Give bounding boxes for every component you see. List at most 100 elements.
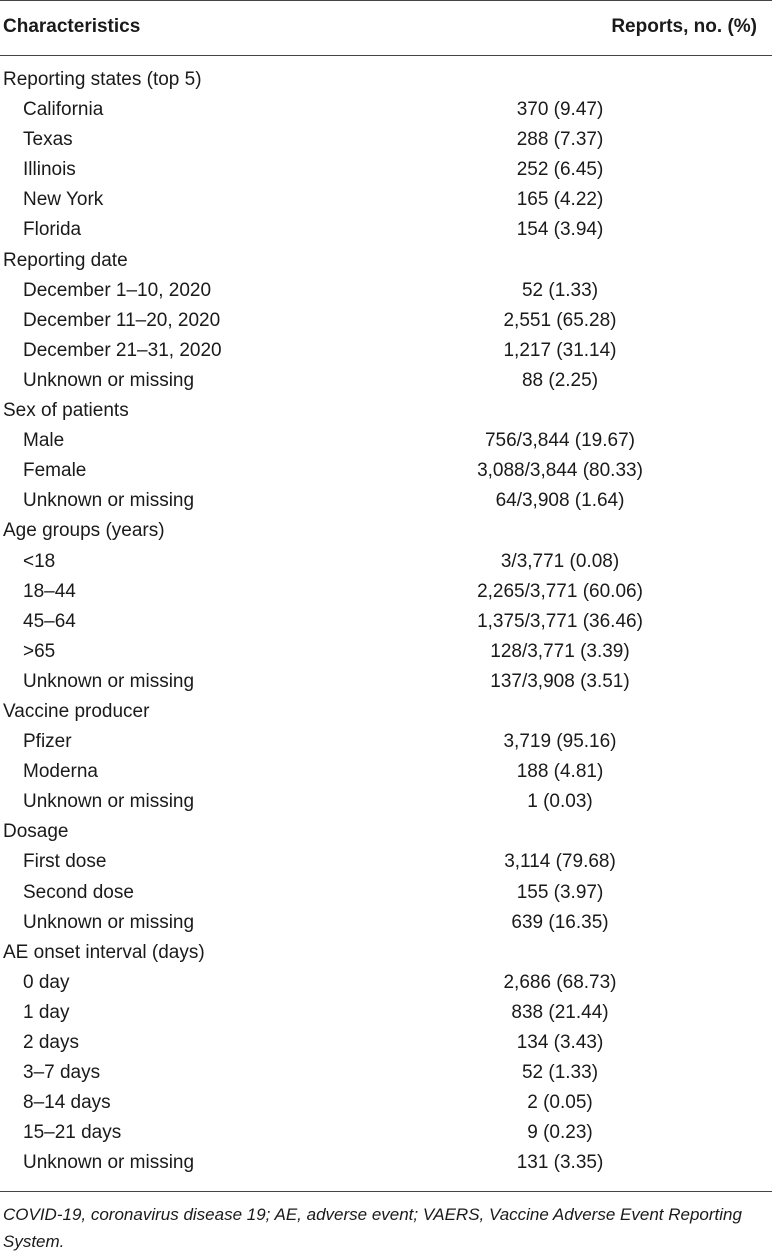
row-label: 18–44: [23, 580, 76, 602]
row-value: 3,088/3,844 (80.33): [477, 460, 643, 482]
table-row: 2 days 134 (3.43): [0, 1032, 772, 1062]
row-value: 3/3,771 (0.08): [500, 550, 620, 572]
row-label: California: [23, 99, 104, 121]
row-label: Florida: [23, 219, 82, 241]
row-value: 1 (0.03): [527, 791, 593, 813]
row-value: 370 (9.47): [516, 99, 604, 121]
table-row: 15–21 days 9 (0.23): [0, 1122, 772, 1152]
table-row: Unknown or missing 64/3,908 (1.64): [0, 490, 772, 520]
row-value: 88 (2.25): [521, 369, 599, 391]
row-label: 15–21 days: [23, 1122, 122, 1144]
row-value: 1,375/3,771 (36.46): [477, 610, 643, 632]
row-label: December 21–31, 2020: [23, 339, 222, 361]
row-label: 2 days: [23, 1032, 79, 1053]
row-label: 0 day: [23, 971, 70, 993]
row-value: 2,551 (65.28): [503, 309, 617, 331]
row-label: Male: [23, 430, 65, 452]
row-label: Unknown or missing: [23, 1152, 195, 1174]
row-label: >65: [23, 640, 56, 662]
table-body: Reporting states (top 5) California 370 (…: [0, 69, 772, 1182]
category-label: Sex of patients: [3, 400, 129, 422]
row-value: 52 (1.33): [521, 1062, 599, 1084]
row-label: December 11–20, 2020: [23, 309, 221, 331]
category-label: Dosage: [3, 821, 69, 843]
table-header: Characteristics Reports, no. (%): [0, 0, 772, 55]
row-label: Second dose: [23, 881, 134, 903]
table-row: 45–64 1,375/3,771 (36.46): [0, 611, 772, 641]
category-label: Reporting states (top 5): [3, 69, 202, 90]
table-row: 1 day 838 (21.44): [0, 1002, 772, 1032]
row-value: 3,719 (95.16): [503, 731, 617, 753]
row-label: December 1–10, 2020: [23, 279, 212, 301]
row-value: 154 (3.94): [516, 219, 604, 241]
category-row: Reporting states (top 5): [0, 69, 772, 99]
row-label: Unknown or missing: [23, 670, 195, 692]
table-row: 8–14 days 2 (0.05): [0, 1092, 772, 1122]
row-value: 2,686 (68.73): [503, 971, 617, 993]
row-label: Unknown or missing: [23, 490, 195, 512]
row-value: 165 (4.22): [516, 189, 604, 211]
row-label: 1 day: [23, 1001, 70, 1023]
row-value: 128/3,771 (3.39): [490, 640, 630, 662]
table-row: 0 day 2,686 (68.73): [0, 972, 772, 1002]
row-value: 3,114 (79.68): [504, 851, 616, 873]
row-label: Texas: [23, 129, 73, 151]
row-label: New York: [23, 189, 104, 211]
table-row: Texas 288 (7.37): [0, 129, 772, 159]
header-characteristics: Characteristics: [3, 16, 141, 37]
row-value: 639 (16.35): [511, 911, 609, 933]
row-label: 3–7 days: [23, 1062, 101, 1084]
table-row: Unknown or missing 88 (2.25): [0, 370, 772, 400]
category-label: Reporting date: [3, 249, 128, 271]
table-row: Unknown or missing 137/3,908 (3.51): [0, 671, 772, 701]
row-value: 155 (3.97): [516, 881, 604, 903]
header-reports: Reports, no. (%): [611, 16, 757, 37]
top-rule: [0, 0, 772, 1]
table-row: First dose 3,114 (79.68): [0, 851, 772, 881]
row-value: 838 (21.44): [511, 1001, 609, 1023]
table-row: California 370 (9.47): [0, 99, 772, 129]
table-row: 18–44 2,265/3,771 (60.06): [0, 581, 772, 611]
row-label: First dose: [23, 851, 107, 873]
table-row: Unknown or missing 131 (3.35): [0, 1152, 772, 1182]
category-row: Vaccine producer: [0, 701, 772, 731]
table-row: Moderna 188 (4.81): [0, 761, 772, 791]
row-value: 1,217 (31.14): [503, 339, 617, 361]
row-label: 45–64: [23, 610, 76, 632]
row-value: 9 (0.23): [527, 1122, 593, 1144]
category-label: AE onset interval (days): [3, 941, 205, 963]
table-row: <18 3/3,771 (0.08): [0, 551, 772, 581]
row-value: 131 (3.35): [516, 1152, 604, 1174]
category-label: Vaccine producer: [3, 700, 150, 722]
row-label: Illinois: [23, 159, 76, 181]
row-value: 52 (1.33): [521, 279, 599, 301]
row-label: 8–14 days: [23, 1092, 111, 1114]
table-row: Unknown or missing 1 (0.03): [0, 791, 772, 821]
row-label: Female: [23, 460, 87, 482]
table-footnote: COVID-19, coronavirus disease 19; AE, ad…: [3, 1205, 742, 1251]
row-label: Unknown or missing: [23, 791, 195, 813]
row-label: Pfizer: [23, 731, 72, 753]
row-value: 188 (4.81): [516, 761, 604, 783]
category-row: AE onset interval (days): [0, 942, 772, 972]
row-label: <18: [23, 550, 56, 572]
row-value: 252 (6.45): [516, 159, 604, 181]
row-value: 134 (3.43): [516, 1032, 604, 1053]
table-row: Female 3,088/3,844 (80.33): [0, 460, 772, 490]
row-label: Moderna: [23, 761, 98, 783]
header-rule: [0, 55, 772, 56]
row-value: 756/3,844 (19.67): [484, 430, 635, 452]
row-value: 288 (7.37): [516, 129, 604, 151]
table-row: December 11–20, 2020 2,551 (65.28): [0, 310, 772, 340]
category-row: Dosage: [0, 821, 772, 851]
table-row: December 1–10, 2020 52 (1.33): [0, 280, 772, 310]
table-row: Second dose 155 (3.97): [0, 882, 772, 912]
table-row: New York 165 (4.22): [0, 189, 772, 219]
table-row: December 21–31, 2020 1,217 (31.14): [0, 340, 772, 370]
table-row: Unknown or missing 639 (16.35): [0, 912, 772, 942]
bottom-rule: [0, 1191, 772, 1192]
row-value: 2 (0.05): [527, 1092, 593, 1114]
table-row: Florida 154 (3.94): [0, 219, 772, 249]
table-row: Male 756/3,844 (19.67): [0, 430, 772, 460]
